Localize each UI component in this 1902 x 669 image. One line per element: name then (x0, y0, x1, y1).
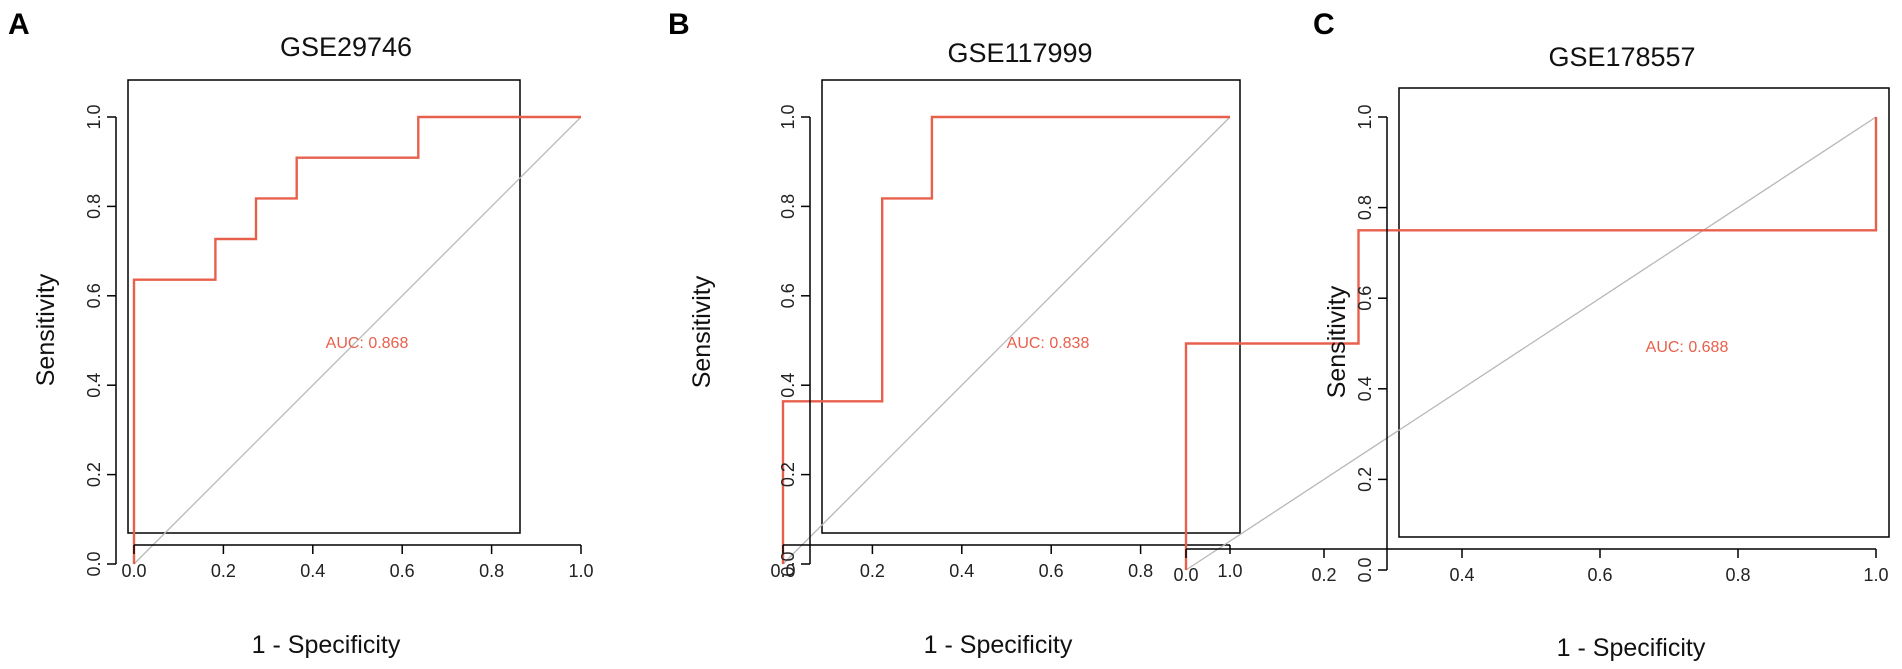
diagonal-reference-line (133, 116, 582, 565)
roc-curve (1184, 117, 1878, 570)
y-axis-label: Sensitivity (1323, 285, 1351, 398)
y-tick-label: 0.2 (1355, 467, 1375, 492)
y-tick-label: 0.0 (84, 551, 104, 576)
auc-label: AUC: 0.838 (1007, 335, 1090, 352)
x-axis-label: 1 - Specificity (252, 631, 401, 659)
x-tick-label: 0.8 (1725, 565, 1750, 585)
y-tick-label: 0.8 (1355, 195, 1375, 220)
x-tick-label: 0.0 (121, 561, 146, 581)
panel-letter: A (8, 8, 30, 41)
y-tick-label: 0.6 (1355, 286, 1375, 311)
x-tick-label: 0.6 (390, 561, 415, 581)
x-tick-label: 0.8 (1128, 561, 1153, 581)
y-tick-label: 0.0 (1355, 557, 1375, 582)
y-tick-label: 0.0 (778, 551, 798, 576)
x-tick-label: 0.6 (1039, 561, 1064, 581)
y-axis-label: Sensitivity (32, 273, 60, 386)
y-tick-label: 1.0 (778, 104, 798, 129)
y-tick-label: 0.2 (84, 462, 104, 487)
y-axis-label: Sensitivity (688, 275, 716, 388)
roc-panel-b: B GSE117999 0.0 0.2 0.4 0.6 0.8 1.0 0.0 0.2 0.4 0.6… (668, 8, 1243, 659)
y-tick-label: 1.0 (84, 104, 104, 129)
plot-frame (1398, 87, 1890, 538)
x-tick-label: 1.0 (1863, 565, 1888, 585)
x-tick-label: 0.4 (300, 561, 325, 581)
x-tick-label: 0.8 (479, 561, 504, 581)
x-tick-label: 0.4 (949, 561, 974, 581)
roc-curve (781, 115, 1230, 564)
x-axis-label: 1 - Specificity (1557, 634, 1706, 662)
plot-frame (821, 79, 1241, 534)
y-tick-label: 1.0 (1355, 104, 1375, 129)
y-tick-label: 0.4 (778, 373, 798, 398)
x-tick-label: 1.0 (1217, 561, 1242, 581)
chart-title: GSE117999 (947, 38, 1092, 68)
auc-label: AUC: 0.688 (1646, 339, 1729, 356)
x-tick-label: 0.0 (770, 561, 795, 581)
x-axis-label: 1 - Specificity (924, 631, 1073, 659)
roc-panel-c: C GSE178557 0.0 0.2 0.4 0.6 0.8 1.0 0.0 0.2 0.4 0.6… (1173, 8, 1890, 662)
panel-letter: C (1313, 8, 1335, 41)
x-tick-label: 1.0 (568, 561, 593, 581)
x-tick-label: 0.4 (1449, 565, 1474, 585)
roc-panel-a: A GSE29746 0.0 0.2 0.4 0.6 0.8 1.0 0.0 0.2 0.4 0.6 0… (8, 8, 594, 659)
y-tick-label: 0.4 (1355, 376, 1375, 401)
x-tick-label: 0.0 (1173, 565, 1198, 585)
diagonal-reference-line (1185, 116, 1877, 571)
plot-frame (127, 79, 521, 534)
y-tick-label: 0.8 (778, 194, 798, 219)
panel-letter: B (668, 8, 690, 41)
chart-title: GSE178557 (1548, 42, 1695, 72)
auc-label: AUC: 0.868 (326, 335, 409, 352)
y-tick-label: 0.4 (84, 373, 104, 398)
y-tick-label: 0.8 (84, 194, 104, 219)
y-tick-label: 0.6 (778, 283, 798, 308)
y-tick-label: 0.2 (778, 462, 798, 487)
x-tick-label: 0.2 (860, 561, 885, 581)
y-tick-label: 0.6 (84, 283, 104, 308)
diagonal-reference-line (782, 116, 1231, 565)
x-tick-label: 0.6 (1587, 565, 1612, 585)
roc-curve (132, 115, 581, 564)
x-tick-label: 0.2 (211, 561, 236, 581)
x-tick-label: 0.2 (1311, 565, 1336, 585)
chart-title: GSE29746 (280, 32, 412, 62)
